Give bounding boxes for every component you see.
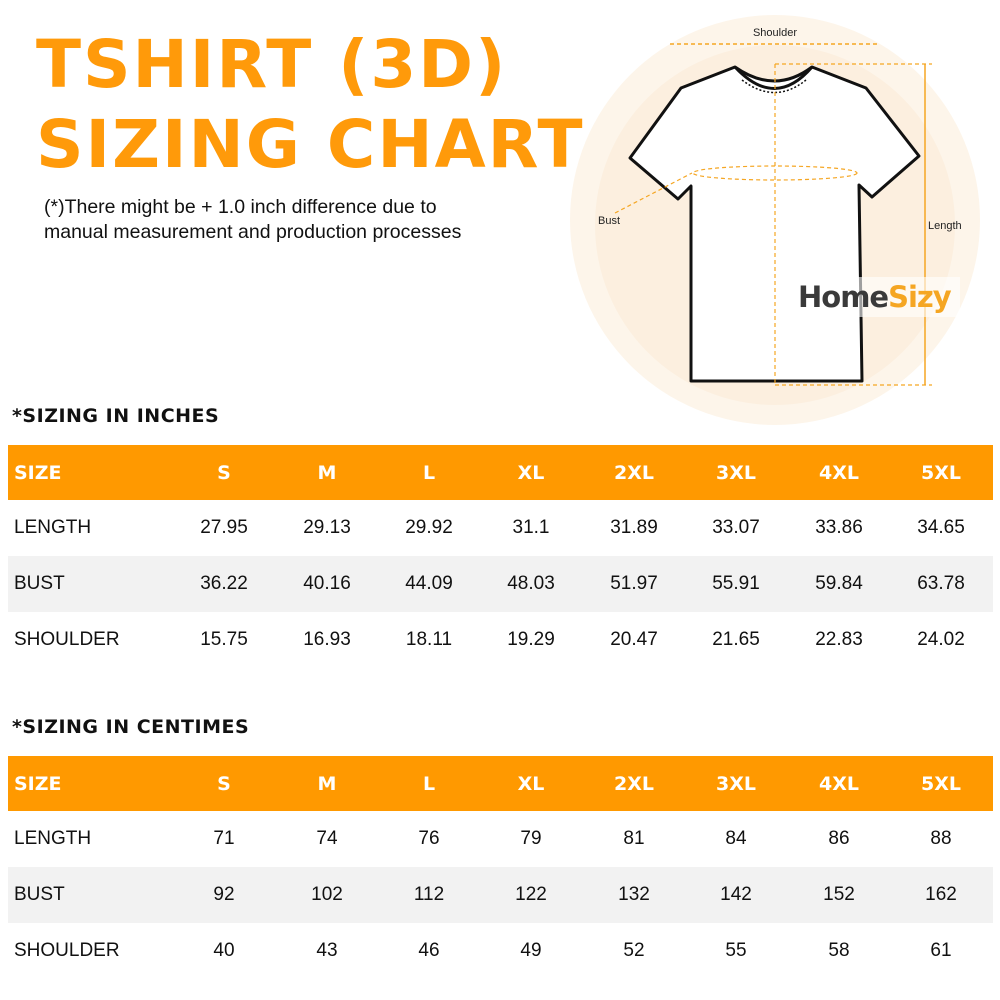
shoulder-label: Shoulder bbox=[753, 27, 797, 39]
table-cell: 33.07 bbox=[712, 517, 760, 538]
table-cell: 86 bbox=[828, 828, 850, 849]
row-label: BUST bbox=[14, 884, 65, 905]
table-cell: 5XL bbox=[921, 772, 961, 795]
table-cell: 79 bbox=[520, 828, 542, 849]
table-cell: 84 bbox=[725, 828, 747, 849]
table-cell: XL bbox=[517, 461, 545, 484]
table-cell: 74 bbox=[316, 828, 338, 849]
table-cell: 29.13 bbox=[303, 517, 351, 538]
table-cell: 55 bbox=[725, 940, 747, 961]
table-cell: 59.84 bbox=[815, 573, 863, 594]
row-label: SHOULDER bbox=[14, 629, 120, 650]
table-cell: 4XL bbox=[819, 772, 859, 795]
table-cell: 5XL bbox=[921, 461, 961, 484]
table-cell: 36.22 bbox=[200, 573, 248, 594]
row-label: SIZE bbox=[14, 772, 62, 795]
row-label: SIZE bbox=[14, 461, 62, 484]
table-cell: 15.75 bbox=[200, 629, 248, 650]
table-cell: 132 bbox=[618, 884, 650, 905]
tshirt-diagram: Shoulder Bust Length HomeSizy bbox=[570, 15, 980, 425]
table-cell: 44.09 bbox=[405, 573, 453, 594]
table-cell: 29.92 bbox=[405, 517, 453, 538]
table-cell: 24.02 bbox=[917, 629, 965, 650]
table-cell: 142 bbox=[720, 884, 752, 905]
table-cell: 21.65 bbox=[712, 629, 760, 650]
table-cell: 40 bbox=[213, 940, 235, 961]
table-header-row: SIZE S M L XL 2XL 3XL 4XL 5XL bbox=[8, 445, 993, 500]
table-cell: 20.47 bbox=[610, 629, 658, 650]
table-cell: 81 bbox=[623, 828, 645, 849]
page-title-line1: TSHIRT (3D) bbox=[36, 26, 508, 103]
table-cell: 31.1 bbox=[512, 517, 550, 538]
table-cell: L bbox=[422, 772, 436, 795]
row-label: BUST bbox=[14, 573, 65, 594]
sizing-table: SIZE S M L XL 2XL 3XL 4XL 5XL LENGTH 27.95 29.13 29.… bbox=[8, 445, 993, 668]
table-cell: 46 bbox=[418, 940, 440, 961]
section-title: *SIZING IN CENTIMES bbox=[12, 716, 250, 738]
table-row: LENGTH 27.95 29.13 29.92 31.1 31.89 33.07 33.86… bbox=[8, 500, 993, 556]
table-cell: 152 bbox=[823, 884, 855, 905]
row-label: SHOULDER bbox=[14, 940, 120, 961]
table-cell: 112 bbox=[413, 884, 445, 905]
table-cell: 52 bbox=[623, 940, 645, 961]
table-cell: 31.89 bbox=[610, 517, 658, 538]
table-cell: 16.93 bbox=[303, 629, 351, 650]
table-cell: 2XL bbox=[614, 461, 654, 484]
table-cell: 43 bbox=[316, 940, 338, 961]
table-cell: 3XL bbox=[716, 772, 756, 795]
table-cell: 27.95 bbox=[200, 517, 248, 538]
table-header-row: SIZE S M L XL 2XL 3XL 4XL 5XL bbox=[8, 756, 993, 811]
table-cell: 102 bbox=[311, 884, 343, 905]
table-cell: 55.91 bbox=[712, 573, 760, 594]
table-cell: 4XL bbox=[819, 461, 859, 484]
table-row: LENGTH 71 74 76 79 81 84 86 88 bbox=[8, 811, 993, 867]
table-cell: 162 bbox=[925, 884, 957, 905]
table-cell: 122 bbox=[515, 884, 547, 905]
table-cell: 51.97 bbox=[610, 573, 658, 594]
table-cell: 76 bbox=[418, 828, 440, 849]
note-line2: manual measurement and production proces… bbox=[44, 221, 462, 243]
table-row: SHOULDER 40 43 46 49 52 55 58 61 bbox=[8, 923, 993, 979]
table-cell: 49 bbox=[520, 940, 542, 961]
table-cell: 34.65 bbox=[917, 517, 965, 538]
table-cell: 22.83 bbox=[815, 629, 863, 650]
page-title-line2: SIZING CHART bbox=[36, 106, 585, 183]
table-cell: M bbox=[317, 772, 337, 795]
table-cell: 88 bbox=[930, 828, 952, 849]
section-title: *SIZING IN INCHES bbox=[12, 405, 220, 427]
homesizy-logo: HomeSizy bbox=[798, 280, 952, 314]
bust-label: Bust bbox=[598, 215, 620, 227]
table-cell: 33.86 bbox=[815, 517, 863, 538]
table-row: BUST 36.22 40.16 44.09 48.03 51.97 55.91 59.84 6… bbox=[8, 556, 993, 612]
row-label: LENGTH bbox=[14, 517, 92, 538]
table-cell: 71 bbox=[213, 828, 235, 849]
note-line1: (*)There might be + 1.0 inch difference … bbox=[44, 196, 437, 218]
table-row: BUST 92 102 112 122 132 142 152 162 bbox=[8, 867, 993, 923]
row-label: LENGTH bbox=[14, 828, 92, 849]
sizing-table: SIZE S M L XL 2XL 3XL 4XL 5XL LENGTH 71 74 76 79 81 84 8… bbox=[8, 756, 993, 979]
table-cell: 58 bbox=[828, 940, 850, 961]
table-cell: 92 bbox=[213, 884, 235, 905]
table-cell: XL bbox=[517, 772, 545, 795]
table-row: SHOULDER 15.75 16.93 18.11 19.29 20.47 21.65 22… bbox=[8, 612, 993, 668]
length-label: Length bbox=[928, 220, 962, 232]
table-cell: S bbox=[217, 461, 231, 484]
table-cell: 61 bbox=[930, 940, 952, 961]
measurement-note: (*)There might be + 1.0 inch difference … bbox=[44, 195, 461, 245]
table-cell: 2XL bbox=[614, 772, 654, 795]
table-cell: 63.78 bbox=[917, 573, 965, 594]
table-cell: 3XL bbox=[716, 461, 756, 484]
table-cell: 40.16 bbox=[303, 573, 351, 594]
table-cell: L bbox=[422, 461, 436, 484]
table-cell: S bbox=[217, 772, 231, 795]
table-cell: 18.11 bbox=[405, 629, 453, 650]
table-cell: M bbox=[317, 461, 337, 484]
table-cell: 19.29 bbox=[507, 629, 555, 650]
table-cell: 48.03 bbox=[507, 573, 555, 594]
